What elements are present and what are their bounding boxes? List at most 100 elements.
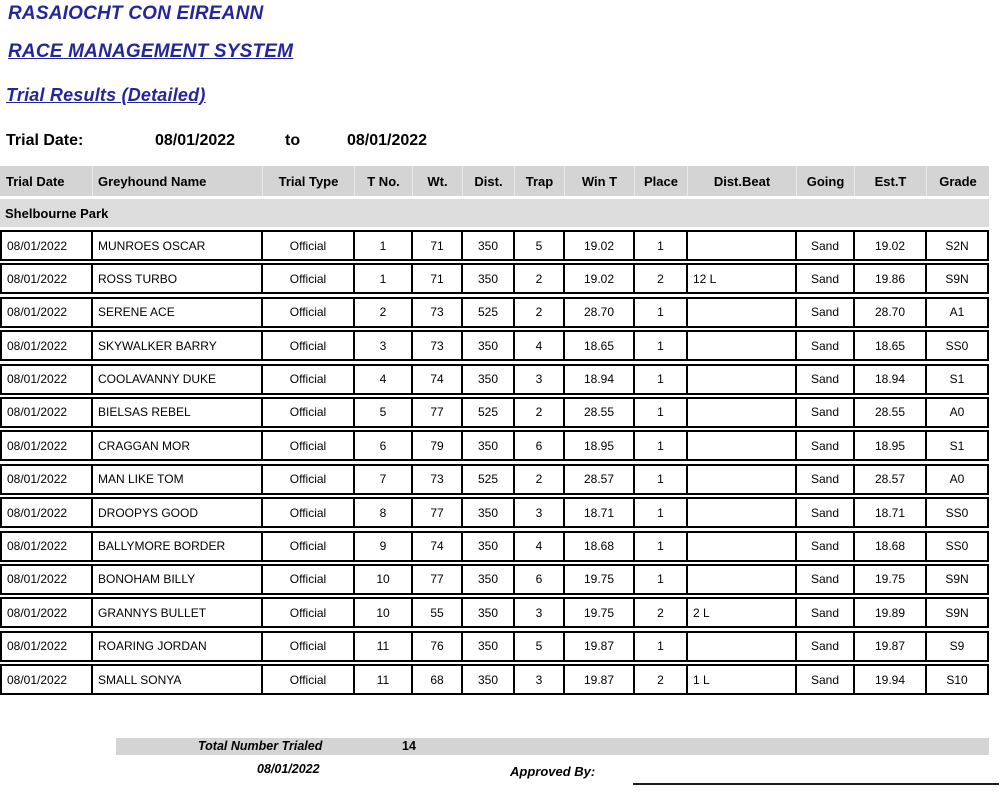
table-cell: 19.94 [855, 666, 927, 694]
table-row: 08/01/2022 COOLAVANNY DUKE Official 4 74 350 3… [0, 363, 989, 395]
table-cell [688, 298, 797, 326]
table-row: 08/01/2022 ROSS TURBO Official 1 71 350 2 19.02… [0, 263, 989, 295]
table-cell: 1 [635, 532, 688, 560]
table-cell: SS0 [945, 338, 969, 353]
column-header: Greyhound Name [93, 166, 263, 196]
track-section-header: Shelbourne Park [0, 199, 989, 227]
org-title: RASAIOCHT CON EIREANN [8, 3, 264, 24]
table-cell: A0 [949, 472, 965, 487]
table-cell: 08/01/2022 [2, 332, 93, 360]
to-label: to [285, 132, 301, 149]
table-cell: 18.71 [565, 499, 635, 527]
table-cell: 08/01/2022 [2, 398, 93, 426]
table-cell: SS0 [945, 505, 969, 520]
table-cell: 9 [355, 532, 413, 560]
table-cell: 4 [515, 532, 565, 560]
table-cell: 6 [515, 565, 565, 593]
table-cell: 3 [355, 332, 413, 360]
table-row: 08/01/2022 DROOPYS GOOD Official 8 77 350 3 18.… [0, 497, 989, 529]
table-cell: 7 [355, 465, 413, 493]
column-header: Wt. [413, 166, 463, 196]
table-cell: 1 [635, 465, 688, 493]
table-cell: 5 [355, 398, 413, 426]
table-cell: 2 [635, 265, 688, 293]
table-cell: BIELSAS REBEL [93, 398, 263, 426]
table-cell: 19.87 [565, 666, 635, 694]
table-cell: Sand [797, 332, 855, 360]
table-cell [688, 532, 797, 560]
table-cell: Official [263, 565, 355, 593]
table-cell: 28.70 [855, 298, 927, 326]
table-cell: Sand [797, 666, 855, 694]
table-cell: 11 [355, 632, 413, 660]
table-cell: 2 L [688, 599, 797, 627]
table-cell: Official [263, 232, 355, 259]
column-header: Trial Type [263, 166, 355, 196]
table-cell: 1 [635, 398, 688, 426]
column-header: Dist. [463, 166, 515, 196]
table-cell: 71 [413, 265, 463, 293]
table-cell: SS0 [945, 539, 969, 554]
table-cell: 2 [515, 398, 565, 426]
table-cell: 19.75 [565, 565, 635, 593]
table-cell: 08/01/2022 [2, 565, 93, 593]
table-cell [688, 632, 797, 660]
table-header-row: Trial Date Greyhound Name Trial Type T No. W… [0, 166, 989, 196]
table-cell: 28.70 [565, 298, 635, 326]
table-cell: 350 [463, 532, 515, 560]
table-row: 08/01/2022 MUNROES OSCAR Official 1 71 350 5 19… [0, 230, 989, 261]
table-cell: 1 [635, 632, 688, 660]
table-cell: 19.89 [855, 599, 927, 627]
table-cell: 2 [515, 298, 565, 326]
table-cell: 08/01/2022 [2, 265, 93, 293]
from-date-value: 08/01/2022 [155, 132, 236, 149]
table-cell: 1 [635, 499, 688, 527]
table-cell: Official [263, 599, 355, 627]
table-cell: 18.68 [855, 532, 927, 560]
table-cell: 350 [463, 499, 515, 527]
table-cell: Sand [797, 499, 855, 527]
table-cell: Sand [797, 432, 855, 460]
table-cell: 73 [413, 298, 463, 326]
table-cell: 77 [413, 499, 463, 527]
table-cell: 6 [515, 432, 565, 460]
table-cell: 6 [355, 432, 413, 460]
table-cell: Official [263, 365, 355, 393]
table-cell: 19.87 [855, 632, 927, 660]
approved-by-label: Approved By: [510, 764, 596, 779]
table-cell: 4 [355, 365, 413, 393]
table-cell: Official [263, 265, 355, 293]
table-cell: 11 [355, 666, 413, 694]
table-cell: 350 [463, 265, 515, 293]
to-date-value: 08/01/2022 [347, 132, 428, 149]
table-cell: 525 [463, 465, 515, 493]
table-cell: 1 [635, 365, 688, 393]
column-header: Place [635, 166, 688, 196]
table-cell: SKYWALKER BARRY [93, 332, 263, 360]
table-cell: A1 [949, 305, 965, 320]
table-cell: BALLYMORE BORDER [93, 532, 263, 560]
table-cell: 12 L [688, 265, 797, 293]
table-cell: 525 [463, 298, 515, 326]
table-cell: S9 [949, 639, 965, 654]
table-cell: 1 [635, 298, 688, 326]
table-cell: 3 [515, 499, 565, 527]
column-header: Going [797, 166, 855, 196]
table-cell: 77 [413, 565, 463, 593]
table-cell: A0 [949, 405, 965, 420]
trial-date-label: Trial Date: [6, 132, 84, 149]
table-cell: GRANNYS BULLET [93, 599, 263, 627]
table-cell: 4 [515, 332, 565, 360]
table-cell: 28.57 [855, 465, 927, 493]
table-row: 08/01/2022 SERENE ACE Official 2 73 525 2 28.70… [0, 296, 989, 328]
table-cell: 525 [463, 398, 515, 426]
table-row: 08/01/2022 SMALL SONYA Official 11 68 350 3 19.… [0, 664, 989, 696]
table-cell: 08/01/2022 [2, 465, 93, 493]
table-cell [688, 365, 797, 393]
table-cell: 5 [515, 232, 565, 259]
table-cell: S2N [945, 238, 969, 253]
table-cell: Sand [797, 599, 855, 627]
table-cell: MUNROES OSCAR [93, 232, 263, 259]
table-cell: 1 [635, 565, 688, 593]
table-cell: DROOPYS GOOD [93, 499, 263, 527]
